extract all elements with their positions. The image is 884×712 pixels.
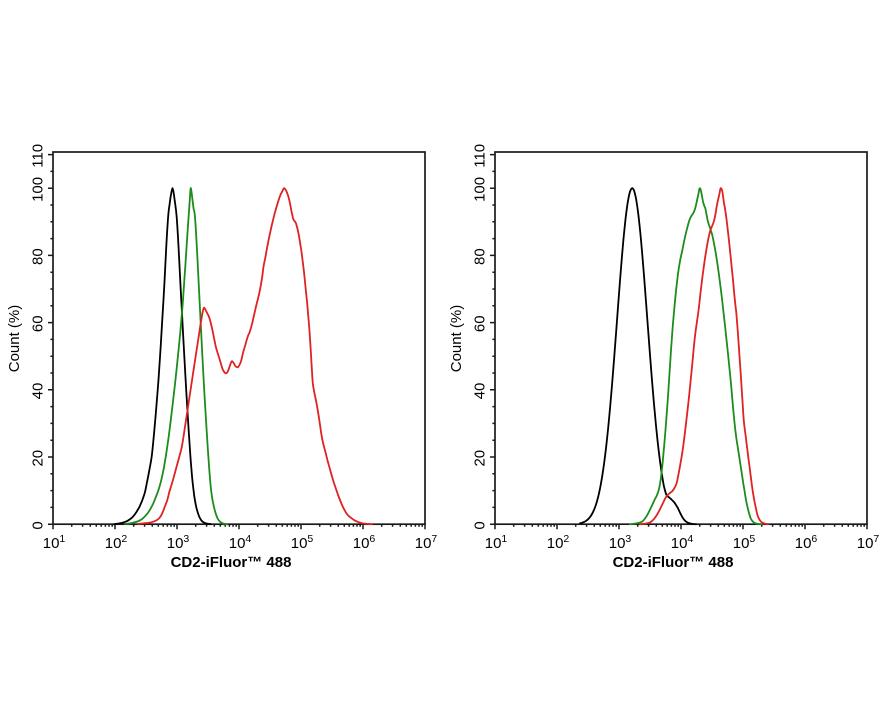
svg-text:Count (%): Count (%) (448, 305, 465, 373)
svg-text:60: 60 (30, 315, 47, 332)
svg-text:80: 80 (30, 248, 47, 265)
svg-text:20: 20 (472, 450, 489, 467)
svg-text:80: 80 (472, 248, 489, 265)
svg-text:100: 100 (30, 177, 47, 202)
svg-text:20: 20 (30, 450, 47, 467)
svg-text:CD2-iFluor™ 488: CD2-iFluor™ 488 (613, 554, 734, 571)
svg-text:CD2-iFluor™ 488: CD2-iFluor™ 488 (171, 554, 292, 571)
svg-text:110: 110 (472, 144, 489, 168)
svg-text:60: 60 (472, 315, 489, 332)
svg-text:0: 0 (472, 521, 489, 529)
svg-text:0: 0 (30, 521, 47, 529)
svg-text:40: 40 (30, 383, 47, 400)
svg-text:40: 40 (472, 383, 489, 400)
svg-text:Count (%): Count (%) (6, 305, 23, 373)
svg-text:110: 110 (30, 144, 47, 168)
svg-text:100: 100 (472, 177, 489, 202)
